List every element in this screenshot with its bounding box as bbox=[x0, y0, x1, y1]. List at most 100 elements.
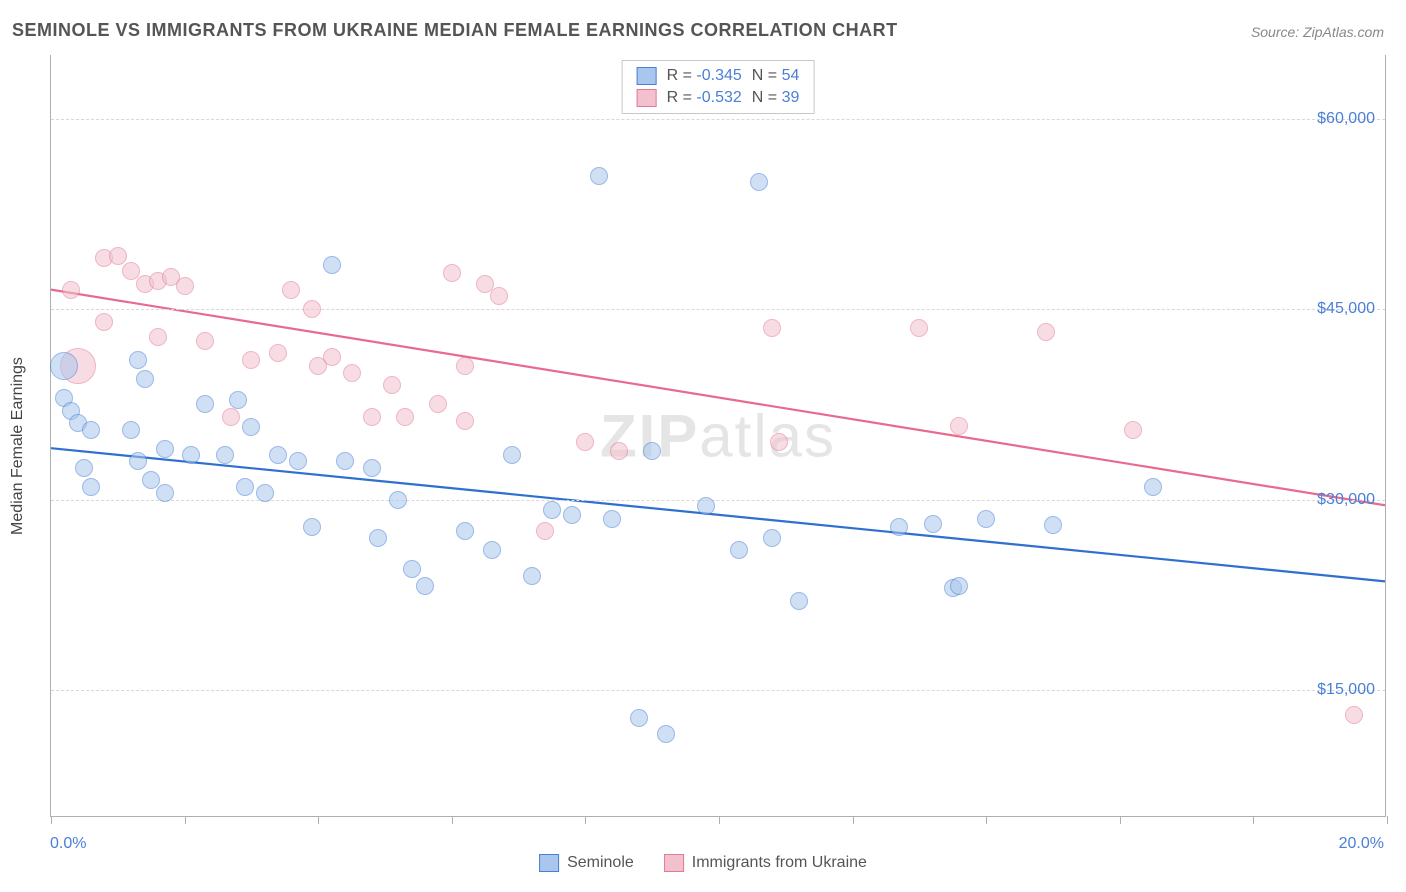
data-point bbox=[323, 348, 341, 366]
data-point bbox=[216, 446, 234, 464]
data-point bbox=[643, 442, 661, 460]
data-point bbox=[1044, 516, 1062, 534]
data-point bbox=[336, 452, 354, 470]
legend-swatch-ukraine bbox=[664, 854, 684, 872]
data-point bbox=[503, 446, 521, 464]
gridline bbox=[51, 309, 1385, 310]
data-point bbox=[122, 421, 140, 439]
data-point bbox=[1345, 706, 1363, 724]
data-point bbox=[82, 421, 100, 439]
x-tick bbox=[719, 816, 720, 824]
legend-label-seminole: Seminole bbox=[567, 854, 634, 872]
trend-line bbox=[51, 448, 1385, 581]
data-point bbox=[269, 344, 287, 362]
data-point bbox=[196, 395, 214, 413]
data-point bbox=[1037, 323, 1055, 341]
data-point bbox=[229, 391, 247, 409]
data-point bbox=[182, 446, 200, 464]
swatch-seminole bbox=[637, 67, 657, 85]
data-point bbox=[770, 433, 788, 451]
x-tick bbox=[185, 816, 186, 824]
data-point bbox=[523, 567, 541, 585]
data-point bbox=[657, 725, 675, 743]
data-point bbox=[222, 408, 240, 426]
data-point bbox=[429, 395, 447, 413]
chart-container: SEMINOLE VS IMMIGRANTS FROM UKRAINE MEDI… bbox=[0, 0, 1406, 892]
data-point bbox=[156, 440, 174, 458]
data-point bbox=[62, 281, 80, 299]
data-point bbox=[603, 510, 621, 528]
chart-title: SEMINOLE VS IMMIGRANTS FROM UKRAINE MEDI… bbox=[12, 20, 898, 41]
y-tick-label: $30,000 bbox=[1317, 491, 1375, 509]
data-point bbox=[403, 560, 421, 578]
data-point bbox=[82, 478, 100, 496]
data-point bbox=[416, 577, 434, 595]
data-point bbox=[1144, 478, 1162, 496]
data-point bbox=[536, 522, 554, 540]
data-point bbox=[610, 442, 628, 460]
x-tick bbox=[452, 816, 453, 824]
data-point bbox=[950, 417, 968, 435]
x-tick bbox=[318, 816, 319, 824]
data-point bbox=[196, 332, 214, 350]
data-point bbox=[630, 709, 648, 727]
data-point bbox=[363, 408, 381, 426]
data-point bbox=[303, 300, 321, 318]
source-attribution: Source: ZipAtlas.com bbox=[1251, 24, 1384, 40]
data-point bbox=[50, 352, 78, 380]
data-point bbox=[256, 484, 274, 502]
plot-area: ZIPatlas R = -0.345 N = 54 R = -0.532 N … bbox=[50, 55, 1386, 817]
data-point bbox=[129, 351, 147, 369]
legend-item-seminole: Seminole bbox=[539, 854, 634, 872]
data-point bbox=[543, 501, 561, 519]
swatch-ukraine bbox=[637, 89, 657, 107]
watermark: ZIPatlas bbox=[600, 401, 836, 470]
y-tick-label: $60,000 bbox=[1317, 110, 1375, 128]
x-axis-end-label: 20.0% bbox=[1339, 835, 1384, 853]
data-point bbox=[176, 277, 194, 295]
data-point bbox=[443, 264, 461, 282]
data-point bbox=[242, 351, 260, 369]
data-point bbox=[910, 319, 928, 337]
legend-label-ukraine: Immigrants from Ukraine bbox=[692, 854, 867, 872]
x-tick bbox=[986, 816, 987, 824]
data-point bbox=[456, 357, 474, 375]
data-point bbox=[396, 408, 414, 426]
data-point bbox=[95, 313, 113, 331]
data-point bbox=[576, 433, 594, 451]
data-point bbox=[590, 167, 608, 185]
data-point bbox=[977, 510, 995, 528]
bottom-legend: Seminole Immigrants from Ukraine bbox=[539, 854, 867, 872]
legend-swatch-seminole bbox=[539, 854, 559, 872]
y-axis-label: Median Female Earnings bbox=[9, 357, 27, 535]
data-point bbox=[303, 518, 321, 536]
data-point bbox=[236, 478, 254, 496]
data-point bbox=[323, 256, 341, 274]
data-point bbox=[750, 173, 768, 191]
data-point bbox=[1124, 421, 1142, 439]
trend-line bbox=[51, 290, 1385, 506]
data-point bbox=[269, 446, 287, 464]
data-point bbox=[950, 577, 968, 595]
data-point bbox=[109, 247, 127, 265]
data-point bbox=[136, 370, 154, 388]
y-tick-label: $15,000 bbox=[1317, 681, 1375, 699]
gridline bbox=[51, 500, 1385, 501]
data-point bbox=[383, 376, 401, 394]
data-point bbox=[890, 518, 908, 536]
data-point bbox=[763, 529, 781, 547]
data-point bbox=[563, 506, 581, 524]
data-point bbox=[763, 319, 781, 337]
data-point bbox=[697, 497, 715, 515]
stats-row-seminole: R = -0.345 N = 54 bbox=[623, 65, 814, 87]
stats-legend-box: R = -0.345 N = 54 R = -0.532 N = 39 bbox=[622, 60, 815, 114]
data-point bbox=[924, 515, 942, 533]
data-point bbox=[369, 529, 387, 547]
data-point bbox=[363, 459, 381, 477]
data-point bbox=[490, 287, 508, 305]
x-tick bbox=[1253, 816, 1254, 824]
data-point bbox=[483, 541, 501, 559]
data-point bbox=[456, 522, 474, 540]
data-point bbox=[456, 412, 474, 430]
data-point bbox=[282, 281, 300, 299]
